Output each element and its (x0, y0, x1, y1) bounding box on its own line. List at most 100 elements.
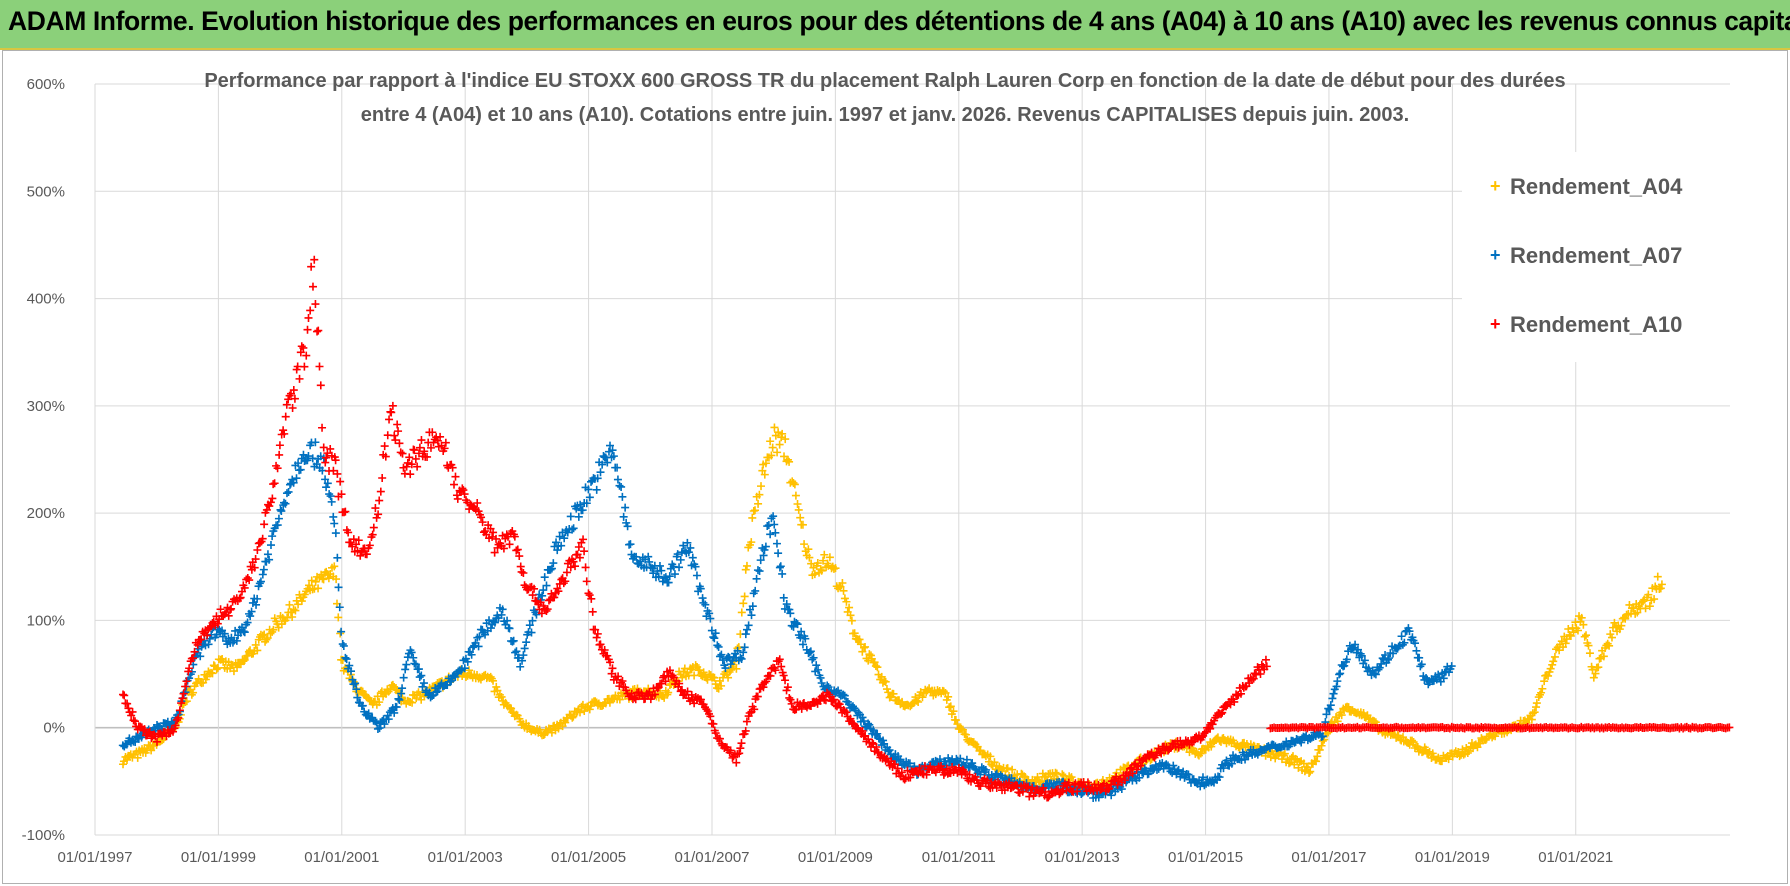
marker-rendement-a07 (1357, 651, 1366, 660)
marker-rendement-a10 (1124, 771, 1133, 780)
marker-rendement-a04 (873, 663, 882, 672)
marker-rendement-a10 (128, 707, 137, 716)
marker-rendement-a07 (474, 642, 483, 651)
marker-rendement-a10 (193, 640, 202, 649)
marker-rendement-a07 (463, 657, 472, 666)
marker-rendement-a04 (580, 707, 589, 716)
marker-rendement-a04 (767, 451, 776, 460)
marker-rendement-a10 (304, 313, 313, 322)
marker-rendement-a04 (1657, 580, 1666, 589)
marker-rendement-a04 (1565, 630, 1574, 639)
marker-rendement-a07 (699, 598, 708, 607)
marker-rendement-a04 (1295, 757, 1304, 766)
marker-rendement-a10 (592, 633, 601, 642)
marker-rendement-a10 (872, 743, 881, 752)
marker-rendement-a10 (1058, 787, 1067, 796)
marker-rendement-a04 (1306, 767, 1315, 776)
marker-rendement-a07 (873, 729, 882, 738)
marker-rendement-a10 (458, 484, 467, 493)
marker-rendement-a07 (273, 521, 282, 530)
marker-rendement-a07 (334, 583, 343, 592)
marker-rendement-a10 (596, 640, 605, 649)
marker-rendement-a10 (185, 664, 194, 673)
marker-rendement-a04 (258, 631, 267, 640)
marker-rendement-a10 (282, 400, 291, 409)
marker-rendement-a07 (520, 644, 529, 653)
marker-rendement-a07 (1329, 689, 1338, 698)
marker-rendement-a07 (303, 456, 312, 465)
marker-rendement-a10 (550, 593, 559, 602)
marker-rendement-a07 (253, 594, 262, 603)
marker-rendement-a07 (615, 481, 624, 490)
marker-rendement-a07 (259, 565, 268, 574)
marker-rendement-a10 (915, 764, 924, 773)
marker-rendement-a07 (726, 660, 735, 669)
marker-rendement-a04 (741, 565, 750, 574)
marker-rendement-a04 (1594, 663, 1603, 672)
marker-rendement-a04 (845, 603, 854, 612)
marker-rendement-a07 (1384, 654, 1393, 663)
marker-rendement-a07 (490, 618, 499, 627)
marker-rendement-a10 (922, 770, 931, 779)
marker-rendement-a04 (357, 686, 366, 695)
marker-rendement-a04 (1527, 715, 1536, 724)
marker-rendement-a10 (131, 717, 140, 726)
marker-rendement-a04 (1286, 758, 1295, 767)
marker-rendement-a10 (1128, 769, 1137, 778)
marker-rendement-a07 (394, 694, 403, 703)
marker-rendement-a07 (664, 578, 673, 587)
marker-rendement-a04 (213, 663, 222, 672)
marker-rendement-a10 (544, 596, 553, 605)
marker-rendement-a07 (546, 565, 555, 574)
chart-title-line-2: entre 4 (A04) et 10 ans (A10). Cotations… (360, 104, 1410, 126)
marker-rendement-a10 (273, 464, 282, 473)
marker-rendement-a10 (505, 540, 514, 549)
marker-rendement-a10 (741, 726, 750, 735)
marker-rendement-a04 (319, 575, 328, 584)
marker-rendement-a07 (1322, 710, 1331, 719)
marker-rendement-a10-flat (1514, 722, 1523, 731)
marker-rendement-a07 (299, 450, 308, 459)
marker-rendement-a04 (1066, 774, 1075, 783)
marker-rendement-a10 (197, 635, 206, 644)
marker-rendement-a07 (240, 628, 249, 637)
y-tick-label: 600% (27, 76, 65, 93)
marker-rendement-a04 (1653, 572, 1662, 581)
marker-rendement-a07 (555, 532, 564, 541)
marker-rendement-a10 (1256, 669, 1265, 678)
marker-rendement-a10 (976, 782, 985, 791)
marker-rendement-a07 (752, 574, 761, 583)
marker-rendement-a10 (1039, 783, 1048, 792)
marker-rendement-a07 (585, 493, 594, 502)
marker-rendement-a07 (654, 572, 663, 581)
marker-rendement-a04 (825, 553, 834, 562)
marker-rendement-a07 (237, 623, 246, 632)
marker-rendement-a07 (598, 460, 607, 469)
marker-rendement-a07 (742, 625, 751, 634)
marker-rendement-a10 (630, 693, 639, 702)
marker-rendement-a04 (889, 689, 898, 698)
marker-rendement-a04 (711, 680, 720, 689)
marker-rendement-a10 (1188, 738, 1197, 747)
marker-rendement-a10 (415, 443, 424, 452)
marker-rendement-a07 (528, 616, 537, 625)
marker-rendement-a07 (814, 665, 823, 674)
marker-rendement-a07 (568, 525, 577, 534)
marker-rendement-a10 (381, 452, 390, 461)
marker-rendement-a10 (311, 300, 320, 309)
marker-rendement-a10 (284, 395, 293, 404)
marker-rendement-a07 (475, 632, 484, 641)
marker-rendement-a04 (305, 581, 314, 590)
marker-rendement-a04 (1003, 764, 1012, 773)
marker-rendement-a07 (808, 655, 817, 664)
marker-rendement-a10 (617, 678, 626, 687)
marker-rendement-a10 (585, 591, 594, 600)
marker-rendement-a07 (817, 678, 826, 687)
marker-rendement-a07 (769, 512, 778, 521)
marker-rendement-a07 (621, 503, 630, 512)
marker-rendement-a10-flat (1323, 722, 1332, 731)
marker-rendement-a10 (1073, 787, 1082, 796)
marker-rendement-a07 (676, 555, 685, 564)
marker-rendement-a04 (285, 600, 294, 609)
marker-rendement-a04 (839, 586, 848, 595)
